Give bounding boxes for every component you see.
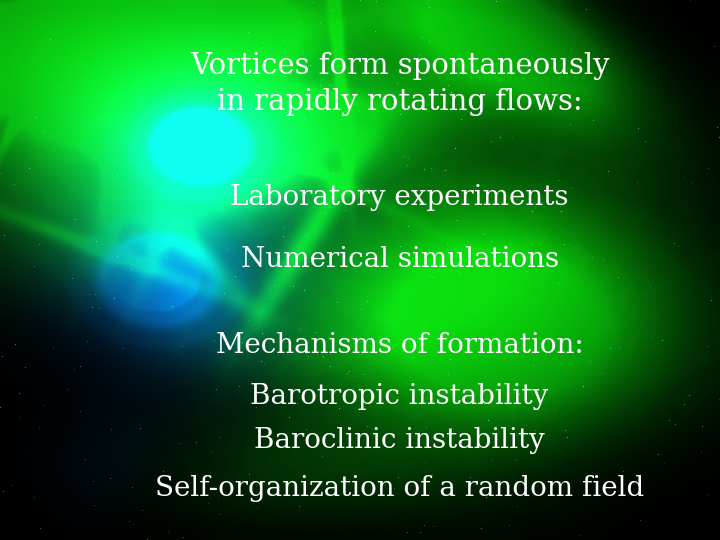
Text: Mechanisms of formation:: Mechanisms of formation: <box>216 332 583 359</box>
Text: Numerical simulations: Numerical simulations <box>240 246 559 273</box>
Text: Baroclinic instability: Baroclinic instability <box>254 427 545 454</box>
Text: Barotropic instability: Barotropic instability <box>251 383 549 410</box>
Text: Laboratory experiments: Laboratory experiments <box>230 184 569 211</box>
Text: Self-organization of a random field: Self-organization of a random field <box>155 475 644 502</box>
Text: Vortices form spontaneously
in rapidly rotating flows:: Vortices form spontaneously in rapidly r… <box>190 52 609 116</box>
